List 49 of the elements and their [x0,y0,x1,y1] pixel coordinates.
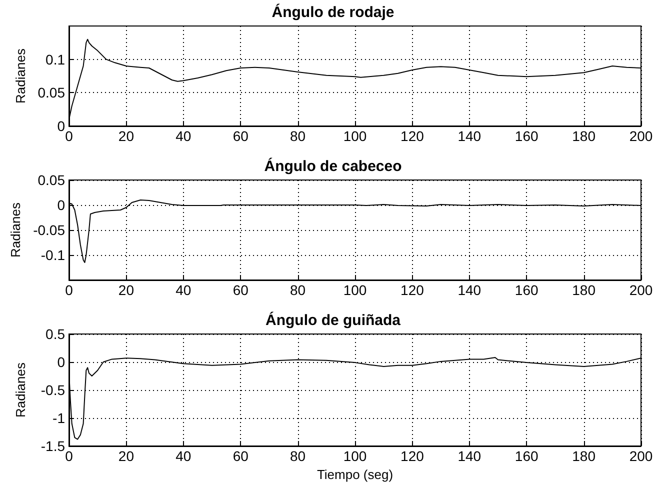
y-tick-label: 0 [57,118,66,134]
x-tick-label: 120 [400,282,424,298]
y-tick-label: 0.05 [38,172,66,188]
x-tick-label: 180 [572,448,596,464]
y-tick-label: -0.5 [40,382,66,398]
x-tick-label: 140 [458,282,482,298]
x-tick-label: 20 [118,128,134,144]
x-axis-title: Tiempo (seg) [316,467,394,482]
x-tick-label: 200 [629,448,653,464]
y-tick-label: 0 [57,354,66,370]
y-tick-label: -1.5 [40,438,66,454]
x-tick-label: 40 [176,128,192,144]
x-tick-label: 40 [176,282,192,298]
x-tick-label: 180 [572,282,596,298]
chart-title: Ángulo de guiñada [266,311,402,329]
x-tick-label: 160 [514,128,538,144]
x-tick-label: 180 [572,128,596,144]
y-axis-title: Radianes [12,48,28,104]
x-tick-label: 60 [232,282,249,298]
y-tick-label: 0.1 [46,51,66,68]
y-tick-label: -0.1 [40,247,66,263]
x-tick-label: 60 [232,128,249,144]
x-tick-label: 80 [290,448,306,464]
x-tick-label: 120 [400,448,424,464]
y-tick-label: 0.5 [46,326,66,342]
x-tick-label: 160 [514,448,538,464]
x-tick-label: 100 [343,128,367,144]
y-tick-label: 0 [57,197,66,213]
x-tick-label: 60 [232,448,249,464]
y-tick-label: -0.05 [33,222,66,238]
y-tick-label: -1 [52,410,66,426]
x-tick-label: 40 [176,448,192,464]
x-tick-label: 80 [290,128,306,144]
y-tick-label: 0.05 [38,84,66,101]
x-tick-label: 100 [343,282,367,298]
x-tick-label: 200 [629,128,653,144]
y-axis-title: Radianes [8,202,24,258]
x-tick-label: 20 [118,282,134,298]
x-tick-label: 140 [458,448,482,464]
x-tick-label: 20 [118,448,134,464]
x-tick-label: 140 [458,128,482,144]
chart-title: Ángulo de cabeceo [264,157,402,175]
x-tick-label: 100 [343,448,367,464]
x-tick-label: 160 [514,282,538,298]
x-tick-label: 80 [290,282,306,298]
x-tick-label: 200 [629,282,653,298]
chart-title: Ángulo de rodaje [272,3,394,21]
x-tick-label: 120 [400,128,424,144]
y-axis-title: Radianes [13,362,28,418]
